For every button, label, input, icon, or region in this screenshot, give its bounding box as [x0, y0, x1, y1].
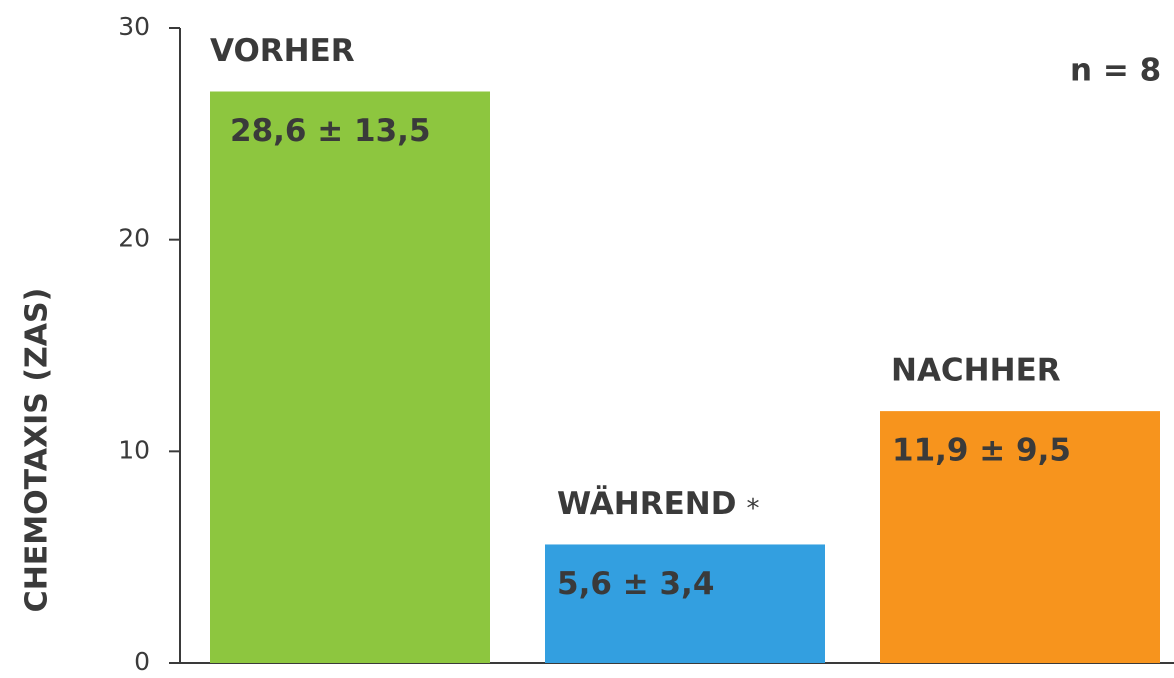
sample-size: n = 8 — [1070, 53, 1161, 89]
y-tick-label: 20 — [118, 224, 150, 253]
bar — [880, 411, 1160, 663]
y-tick-label: 10 — [118, 435, 150, 464]
y-tick-label: 30 — [118, 12, 150, 41]
y-tick-label: 0 — [134, 647, 150, 676]
category-label: VORHER — [210, 33, 355, 69]
significance-marker: * — [746, 494, 759, 524]
bar-annotation: 5,6 ± 3,4 — [557, 566, 714, 602]
y-axis-title: CHEMOTAXIS (ZAS) — [20, 288, 55, 613]
bar-annotation: 28,6 ± 13,5 — [230, 113, 431, 149]
category-label: WÄHREND — [557, 486, 736, 522]
bar — [210, 91, 490, 663]
category-label: NACHHER — [891, 353, 1061, 389]
bar-annotation: 11,9 ± 9,5 — [892, 433, 1071, 469]
bar — [545, 544, 825, 663]
